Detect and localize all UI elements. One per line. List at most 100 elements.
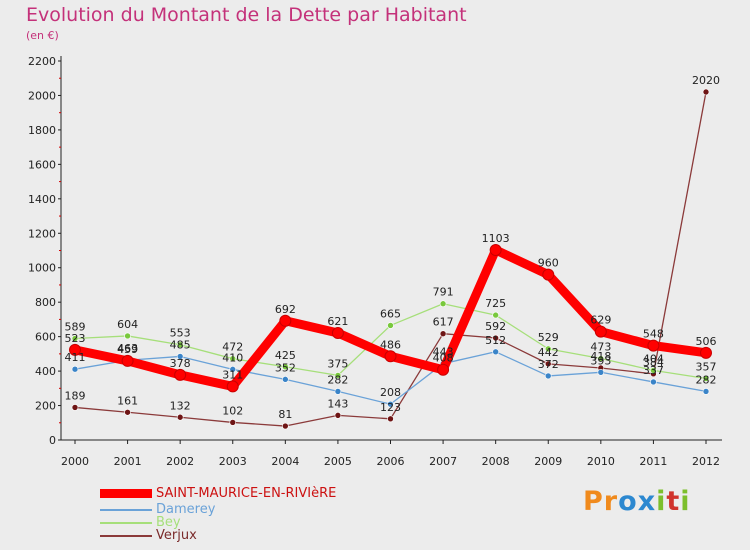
data-point (544, 372, 552, 380)
data-label: 337 (643, 364, 664, 377)
x-tick-label: 2000 (61, 455, 89, 468)
data-label: 592 (485, 320, 506, 333)
data-label: 512 (485, 334, 506, 347)
data-point (331, 327, 344, 340)
data-label: 411 (65, 351, 86, 364)
data-point (71, 404, 79, 411)
data-point (334, 388, 342, 395)
y-tick-label: 2200 (28, 55, 56, 68)
data-point (282, 376, 289, 383)
data-label: 617 (433, 316, 454, 329)
data-label: 282 (696, 373, 717, 386)
data-point (121, 354, 134, 367)
legend-swatch (100, 535, 152, 537)
data-point (174, 368, 187, 381)
data-label: 485 (170, 338, 191, 351)
logo-letter: t (666, 486, 681, 517)
data-label: 418 (590, 350, 611, 363)
legend-label: SAINT-MAURICE-EN-RIVIèRE (156, 486, 337, 501)
data-label: 143 (327, 397, 348, 410)
data-label: 161 (117, 394, 138, 407)
data-point (176, 341, 184, 349)
x-tick-label: 2012 (692, 455, 720, 468)
y-tick-label: 1800 (28, 124, 56, 137)
x-tick-label: 2009 (534, 455, 562, 468)
legend-swatch (100, 509, 152, 511)
y-tick-label: 400 (35, 365, 56, 378)
data-label: 352 (275, 361, 296, 374)
data-point (229, 366, 237, 373)
x-tick-label: 2011 (639, 455, 667, 468)
data-label: 486 (380, 338, 401, 351)
legend-label: Bey (156, 515, 181, 530)
data-label: 604 (117, 318, 138, 331)
data-label: 410 (222, 351, 243, 364)
y-tick-label: 2000 (28, 89, 56, 102)
data-label: 393 (590, 354, 611, 367)
data-point (594, 325, 607, 338)
data-label: 692 (275, 303, 296, 316)
data-label: 81 (278, 408, 292, 421)
data-label: 282 (327, 373, 348, 386)
data-label: 189 (65, 389, 86, 402)
data-point (71, 365, 79, 373)
data-label: 629 (590, 314, 611, 327)
data-point (334, 372, 342, 379)
data-label: 443 (433, 346, 454, 359)
data-label: 473 (590, 341, 611, 354)
data-label: 960 (538, 257, 559, 270)
y-tick-label: 1600 (28, 158, 56, 171)
x-tick-label: 2002 (166, 455, 194, 468)
data-label: 378 (170, 357, 191, 370)
data-label: 529 (538, 331, 559, 344)
data-label: 372 (538, 358, 559, 371)
data-point (176, 353, 184, 360)
x-tick-label: 2004 (271, 455, 299, 468)
data-point (702, 375, 710, 382)
x-tick-label: 2008 (482, 455, 510, 468)
y-tick-label: 1000 (28, 262, 56, 275)
legend-swatch (100, 522, 152, 524)
data-point (334, 412, 342, 419)
data-label: 384 (643, 356, 664, 369)
data-point (279, 314, 292, 327)
data-point (229, 355, 237, 362)
data-point (439, 300, 447, 308)
data-point (702, 388, 710, 395)
data-label: 311 (222, 368, 243, 381)
data-label: 463 (117, 342, 138, 355)
data-label: 472 (222, 341, 243, 354)
data-point (71, 335, 79, 342)
data-label: 791 (433, 286, 454, 299)
logo-letter: o (618, 486, 638, 517)
data-point (229, 419, 237, 426)
data-point (124, 408, 131, 416)
data-label: 102 (222, 404, 243, 417)
data-point (437, 363, 450, 376)
data-label: 1103 (482, 232, 510, 245)
data-label: 665 (380, 307, 401, 320)
x-tick-label: 2001 (114, 455, 142, 468)
data-point (542, 268, 555, 281)
x-tick-label: 2005 (324, 455, 352, 468)
logo-letter: P (583, 486, 604, 517)
x-tick-label: 2010 (587, 455, 615, 468)
data-label: 523 (65, 332, 86, 345)
data-point (544, 360, 552, 368)
data-point (492, 348, 499, 356)
logo-letter: x (637, 486, 657, 517)
data-label: 208 (380, 386, 401, 399)
chart-title: Evolution du Montant de la Dette par Hab… (26, 4, 467, 26)
logo-letter: i (680, 486, 691, 517)
data-label: 506 (696, 335, 717, 348)
data-point (226, 380, 239, 393)
data-point (69, 343, 81, 356)
data-point (282, 422, 289, 430)
data-point (489, 243, 502, 256)
y-tick-label: 1400 (28, 193, 56, 206)
data-point (124, 332, 131, 340)
data-label: 404 (643, 352, 664, 365)
data-point (387, 322, 394, 329)
